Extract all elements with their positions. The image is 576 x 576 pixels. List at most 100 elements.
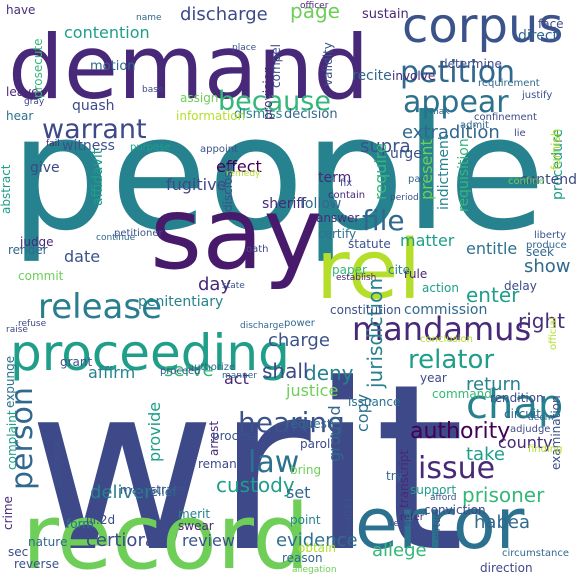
cloud-word-mandamus: mandamus bbox=[352, 310, 531, 348]
cloud-word-refer: refer bbox=[400, 512, 425, 523]
cloud-word-face: face bbox=[538, 17, 564, 31]
cloud-word-indictment: indictment bbox=[436, 134, 452, 210]
cloud-word-confine: confine bbox=[508, 176, 545, 187]
cloud-word-grant: grant bbox=[60, 355, 93, 369]
cloud-word-demand: demand bbox=[8, 16, 369, 119]
cloud-word-provision: provision bbox=[261, 65, 275, 120]
cloud-word-adjudge: adjudge bbox=[510, 424, 550, 435]
cloud-word-page: page bbox=[290, 0, 340, 23]
cloud-word-commit: commit bbox=[18, 269, 64, 283]
cloud-word-period: period bbox=[390, 193, 419, 203]
cloud-word-fail: fail bbox=[46, 139, 60, 149]
cloud-word-try: try bbox=[386, 469, 403, 483]
cloud-word-assign: assign bbox=[180, 91, 218, 105]
cloud-word-take: take bbox=[466, 444, 505, 465]
cloud-word-give: give bbox=[30, 160, 60, 176]
cloud-word-prosecute: prosecute bbox=[31, 38, 45, 98]
cloud-word-person: person bbox=[5, 387, 40, 490]
cloud-word-seek: seek bbox=[526, 245, 554, 259]
cloud-word-matter: matter bbox=[400, 231, 455, 250]
cloud-word-validity: validity bbox=[321, 42, 335, 86]
cloud-word-afford: afford bbox=[430, 493, 456, 503]
cloud-word-contention: contention bbox=[64, 23, 150, 42]
cloud-word-chap: chap bbox=[466, 382, 563, 428]
cloud-word-appoint: appoint bbox=[200, 144, 238, 155]
cloud-word-procedure: procedure bbox=[550, 129, 566, 200]
cloud-word-crime: crime bbox=[1, 496, 15, 530]
cloud-word-issuance: issuance bbox=[348, 395, 400, 409]
cloud-word-leave: leave bbox=[6, 85, 39, 99]
cloud-word-supra: supra bbox=[360, 136, 411, 157]
cloud-word-process: process bbox=[212, 429, 258, 443]
cloud-word-official: official bbox=[548, 317, 559, 350]
cloud-word-action: action bbox=[422, 281, 459, 295]
cloud-word-day: day bbox=[198, 274, 231, 295]
cloud-word-application: application bbox=[53, 438, 63, 488]
cloud-word-compel: compel bbox=[269, 44, 283, 88]
cloud-word-swear: swear bbox=[178, 519, 214, 533]
cloud-word-certify: certify bbox=[318, 227, 356, 241]
cloud-word-custody: custody bbox=[216, 473, 295, 497]
cloud-word-term: term bbox=[318, 170, 351, 186]
cloud-word-set: set bbox=[286, 483, 310, 502]
cloud-word-nature: nature bbox=[28, 535, 67, 549]
cloud-word-deem: deem bbox=[528, 413, 554, 423]
cloud-word-right: right bbox=[518, 309, 565, 333]
cloud-word-ill-2d: ill.2d bbox=[86, 513, 115, 527]
cloud-word-abstract: abstract bbox=[0, 164, 13, 214]
cloud-word-officer: officer bbox=[300, 1, 329, 11]
cloud-word-say: say bbox=[150, 175, 323, 292]
cloud-word-affirm: affirm bbox=[88, 363, 135, 382]
cloud-word-extradition: extradition bbox=[402, 122, 500, 143]
cloud-word-fugitive: fugitive bbox=[166, 175, 226, 194]
cloud-word-circuit: circuit bbox=[504, 407, 541, 421]
cloud-word-charge: charge bbox=[268, 330, 330, 351]
cloud-word-copy: copy bbox=[353, 394, 372, 432]
cloud-word-request: request bbox=[286, 417, 332, 431]
cloud-word-expunge: expunge bbox=[3, 356, 17, 408]
cloud-word-information: information bbox=[176, 109, 245, 123]
cloud-word-authorize: authorize bbox=[188, 362, 235, 373]
cloud-word-corpus: corpus bbox=[402, 0, 563, 54]
cloud-word-examination: examination bbox=[549, 395, 563, 470]
cloud-word-circumstance: circumstance bbox=[502, 548, 569, 559]
cloud-word-date: date bbox=[64, 247, 100, 266]
cloud-word-shall: shall bbox=[262, 359, 308, 383]
cloud-word-petitioner: petitioner bbox=[114, 228, 164, 239]
cloud-word-motion: motion bbox=[90, 59, 136, 74]
cloud-word-name: name bbox=[136, 13, 162, 23]
cloud-word-continue: continue bbox=[96, 233, 136, 243]
cloud-word-oath: oath bbox=[246, 244, 269, 255]
cloud-word-deny: deny bbox=[304, 361, 354, 385]
cloud-word-admit: admit bbox=[460, 120, 489, 131]
cloud-word-quash: quash bbox=[72, 98, 115, 114]
cloud-word-involve: involve bbox=[392, 69, 435, 83]
cloud-word-act: act bbox=[224, 369, 249, 388]
cloud-word-ground: ground bbox=[325, 405, 344, 462]
cloud-word-enter: enter bbox=[466, 283, 520, 307]
cloud-word-release: release bbox=[38, 287, 162, 327]
cloud-word-render: render bbox=[8, 243, 48, 257]
cloud-word-cite: cite bbox=[388, 263, 410, 277]
cloud-word-requisition: requisition bbox=[456, 138, 472, 212]
cloud-word-direct: direct bbox=[518, 28, 559, 44]
cloud-word-appear: appear bbox=[403, 85, 509, 120]
cloud-word-recite: recite bbox=[352, 68, 392, 84]
cloud-word-refuse: refuse bbox=[18, 319, 47, 329]
cloud-word-lie: lie bbox=[514, 128, 526, 139]
cloud-word-present: present bbox=[417, 139, 436, 200]
cloud-word-because: because bbox=[218, 86, 331, 117]
cloud-word-direction: direction bbox=[480, 561, 533, 575]
cloud-word-conviction: conviction bbox=[424, 503, 486, 517]
cloud-word-obtain: obtain bbox=[298, 541, 336, 555]
cloud-word-purpose: purpose bbox=[130, 142, 171, 153]
cloud-word-contend: contend bbox=[520, 172, 576, 188]
cloud-word-commission: commission bbox=[404, 302, 487, 318]
cloud-word-state: state bbox=[222, 281, 245, 291]
cloud-word-law: law bbox=[248, 445, 299, 480]
cloud-word-teller: teller bbox=[390, 519, 414, 529]
cloud-word-manner: manner bbox=[222, 371, 257, 381]
cloud-word-paper: paper bbox=[332, 263, 367, 277]
cloud-word-sheriff: sheriff bbox=[262, 196, 306, 212]
